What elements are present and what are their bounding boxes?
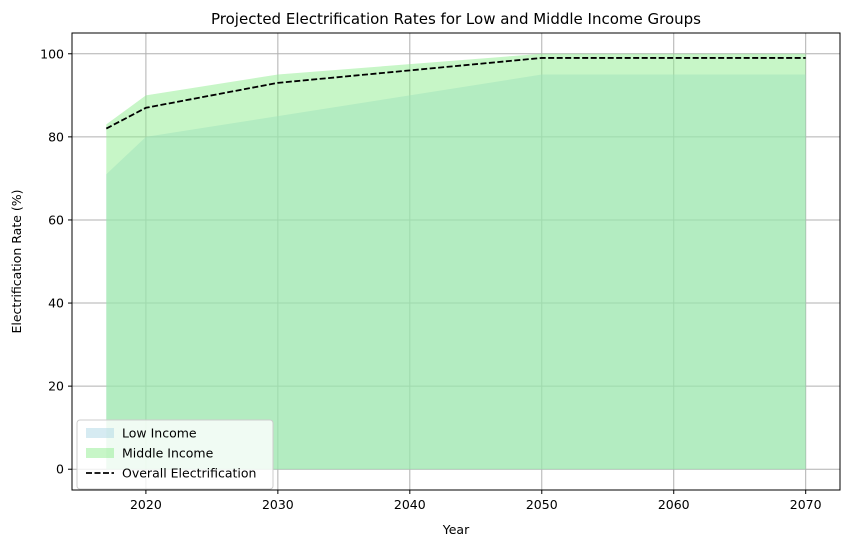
legend-box [76, 419, 274, 490]
x-tick-label: 2030 [262, 497, 294, 512]
y-tick-label: 0 [56, 462, 64, 477]
x-tick-label: 2060 [658, 497, 690, 512]
legend: Low Income Middle Income Overall Electrifi… [76, 419, 274, 490]
x-tick-label: 2050 [526, 497, 558, 512]
legend-label-overall-electrification: Overall Electrification [122, 466, 256, 481]
y-tick-label: 40 [48, 296, 64, 311]
x-tick-label: 2070 [790, 497, 822, 512]
y-axis-label: Electrification Rate (%) [9, 189, 24, 333]
plot-frame [71, 32, 841, 491]
x-tick-label: 2040 [394, 497, 426, 512]
y-tick-label: 80 [48, 129, 64, 144]
plot-lines [105, 57, 806, 130]
plot-areas [106, 53, 806, 470]
y-tick-label: 60 [48, 212, 64, 227]
y-tick-label: 100 [40, 46, 64, 61]
x-tick-label: 2020 [130, 497, 162, 512]
legend-swatch-low-income [86, 428, 114, 438]
overall-electrification-line [105, 57, 806, 130]
x-axis-label: Year [442, 522, 470, 537]
middle-income-area [106, 53, 806, 470]
legend-label-low-income: Low Income [122, 426, 197, 441]
legend-label-middle-income: Middle Income [122, 446, 214, 461]
y-tick-label: 20 [48, 379, 64, 394]
legend-swatch-middle-income [86, 448, 114, 458]
chart-title: Projected Electrification Rates for Low … [211, 10, 701, 28]
